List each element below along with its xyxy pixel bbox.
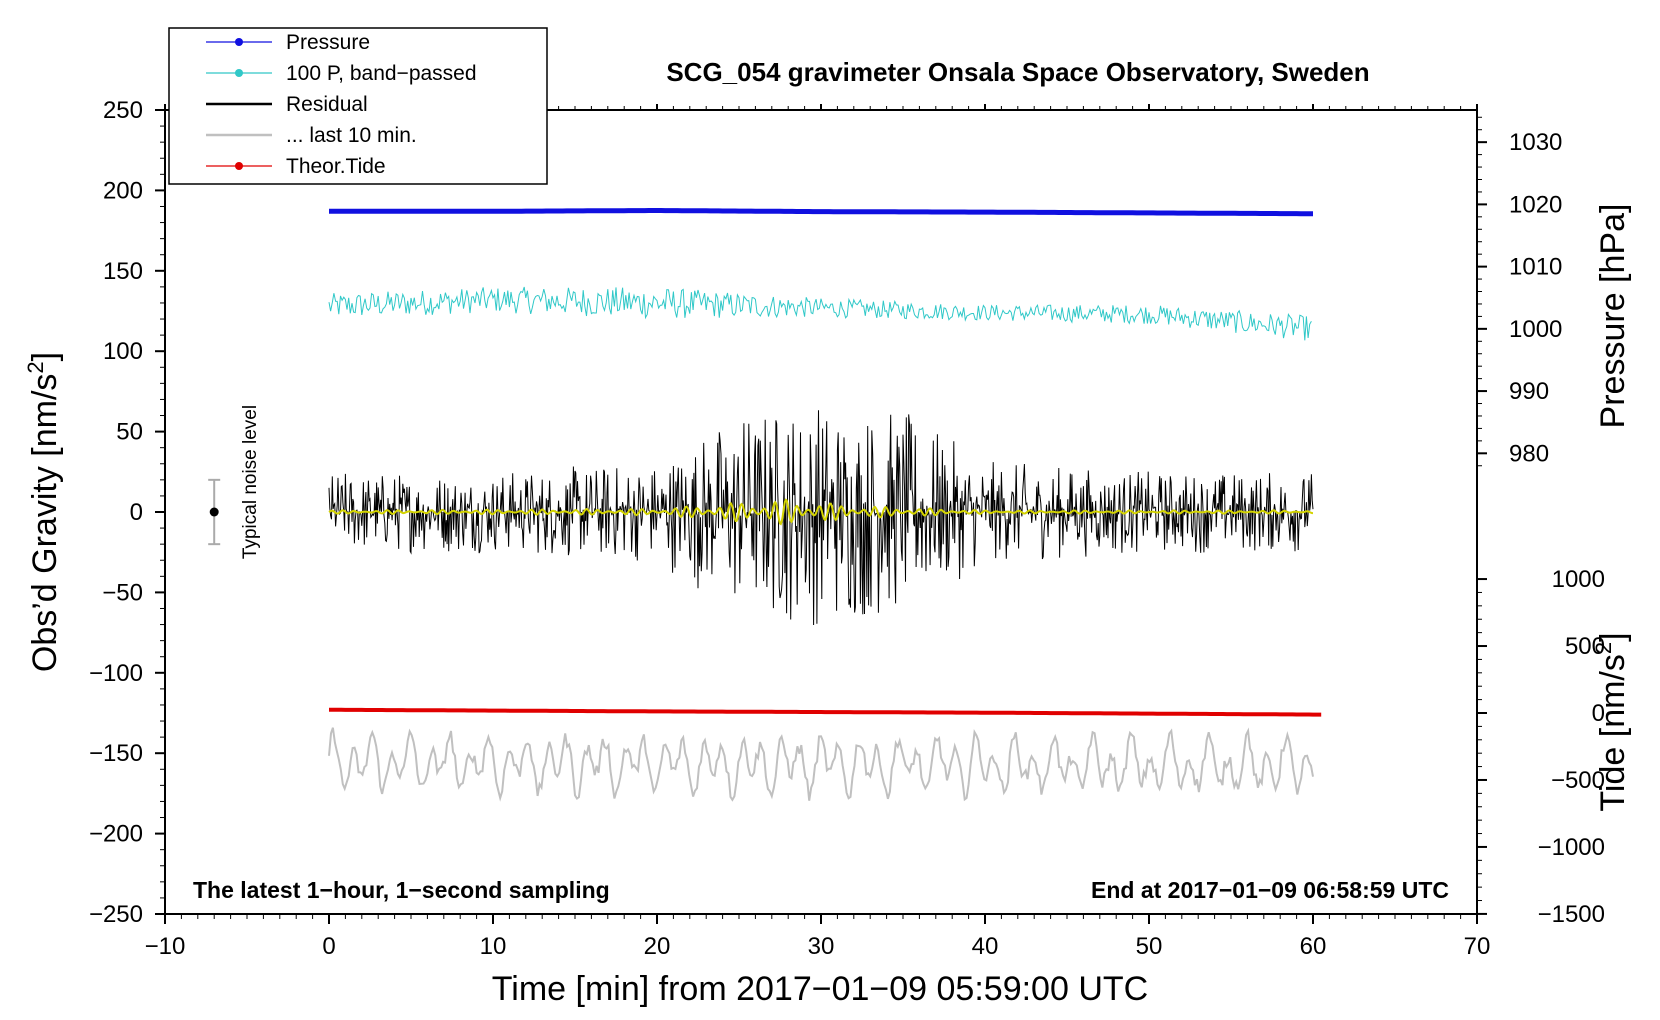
y-tick-label: −150 [89,740,143,767]
tide-title-close: ] [1594,632,1632,641]
tide-tick-label: 1000 [1552,566,1605,593]
legend-label: ... last 10 min. [286,124,417,147]
series-pressure-bandpassed [328,286,1312,341]
pressure-tick-label: 1000 [1509,316,1562,343]
y-tick-label: −250 [89,901,143,928]
legend-label: Theor.Tide [286,155,386,178]
series-theor-tide [329,707,1322,717]
legend-marker [235,69,243,77]
tide-tick-label: −1500 [1538,901,1605,928]
pressure-tick-label: 1030 [1509,129,1562,156]
x-tick-label: 60 [1300,933,1327,960]
annotation-right: End at 2017−01−09 06:58:59 UTC [1091,877,1449,903]
chart-title: SCG_054 gravimeter Onsala Space Observat… [666,57,1369,87]
legend-items: Pressure 100 P, band−passed Residual ... la… [206,31,477,178]
pressure-tick-label: 1020 [1509,191,1562,218]
y-axis-title-tide: Tide [nm/s2] [1591,632,1632,811]
noise-level-label: Typical noise level [240,405,261,559]
y-axis-title-close: ] [26,352,64,361]
y-tick-label: 200 [103,177,143,204]
pressure-tick-label: 980 [1509,440,1549,467]
series-residual-smoothed [328,498,1313,526]
y-tick-label: 250 [103,97,143,124]
y-axis-title-main: Obs’d Gravity [nm/s [26,374,64,673]
legend-label: 100 P, band−passed [286,62,477,85]
ticks-layer: −10 0 10 20 30 40 50 60 70250200150100500−50−100… [89,97,1605,960]
x-tick-label: 40 [972,933,999,960]
pressure-tick-label: 1010 [1509,254,1562,281]
legend-label: Pressure [286,31,370,54]
tide-tick-label: 500 [1565,633,1605,660]
y-tick-label: 0 [130,499,143,526]
pressure-tick-label: 990 [1509,378,1549,405]
legend-label: Residual [286,93,368,116]
y-tick-label: −100 [89,660,143,687]
y-axis-title-pressure: Pressure [hPa] [1594,204,1632,429]
x-tick-label: 50 [1136,933,1163,960]
y-tick-label: −200 [89,821,143,848]
tide-title-sup: 2 [1591,642,1616,654]
legend-marker [235,162,243,170]
y-axis-title-gravity: Obs’d Gravity [nm/s2] [23,352,64,672]
tide-tick-label: −1000 [1538,834,1605,861]
y-tick-label: 150 [103,258,143,285]
series-residual [328,410,1314,626]
noise-center-dot [209,507,219,517]
x-tick-label: 30 [808,933,835,960]
x-tick-label: 0 [322,933,335,960]
x-tick-label: 20 [644,933,671,960]
y-axis-title-sup: 2 [23,361,48,373]
tide-tick-label: 0 [1592,700,1605,727]
series-last-10-min [328,727,1314,802]
tide-title-main: Tide [nm/s [1594,654,1632,811]
x-tick-label: 70 [1464,933,1491,960]
legend-box [168,27,548,185]
y-tick-label: 50 [116,419,143,446]
x-tick-label: −10 [145,933,186,960]
y-tick-label: −50 [102,579,143,606]
series-layer [328,208,1322,802]
legend-marker [235,38,243,46]
series-pressure [329,208,1313,217]
x-tick-label: 10 [480,933,507,960]
y-tick-label: 100 [103,338,143,365]
annotation-left: The latest 1−hour, 1−second sampling [193,877,610,903]
noise-level-indicator: Typical noise level [208,405,261,559]
tide-tick-label: −500 [1551,767,1605,794]
legend: Pressure 100 P, band−passed Residual ... la… [168,27,548,185]
x-axis-title: Time [min] from 2017−01−09 05:59:00 UTC [492,970,1148,1008]
